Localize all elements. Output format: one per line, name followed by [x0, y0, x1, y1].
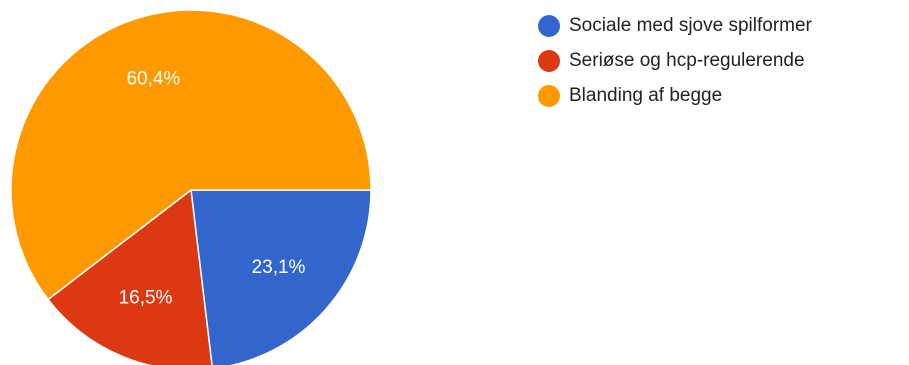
legend-label: Seriøse og hcp-regulerende [569, 49, 805, 71]
legend-item-sociale[interactable]: Sociale med sjove spilformer [538, 8, 812, 43]
legend-item-blanding[interactable]: Blanding af begge [538, 78, 812, 113]
legend-swatch [538, 14, 560, 37]
legend-swatch [538, 49, 560, 72]
legend-label: Sociale med sjove spilformer [569, 14, 812, 36]
slice-value-label: 60,4% [126, 69, 180, 90]
legend-swatch [538, 84, 560, 107]
pie-slice-blanding[interactable] [10, 9, 372, 301]
pie-slice-sociale[interactable] [190, 189, 372, 365]
chart-legend: Sociale med sjove spilformer Seriøse og h… [538, 8, 812, 113]
pie-slice-labels: 23,1% 16,5% 60,4% [119, 69, 306, 309]
pie-chart: 23,1% 16,5% 60,4% [10, 9, 372, 365]
legend-label: Blanding af begge [569, 84, 723, 106]
slice-value-label: 16,5% [119, 287, 173, 308]
slice-value-label: 23,1% [252, 257, 306, 278]
legend-item-serioese[interactable]: Seriøse og hcp-regulerende [538, 43, 812, 78]
pie-slice-serioese[interactable] [47, 188, 213, 365]
pie-slices [10, 9, 372, 365]
